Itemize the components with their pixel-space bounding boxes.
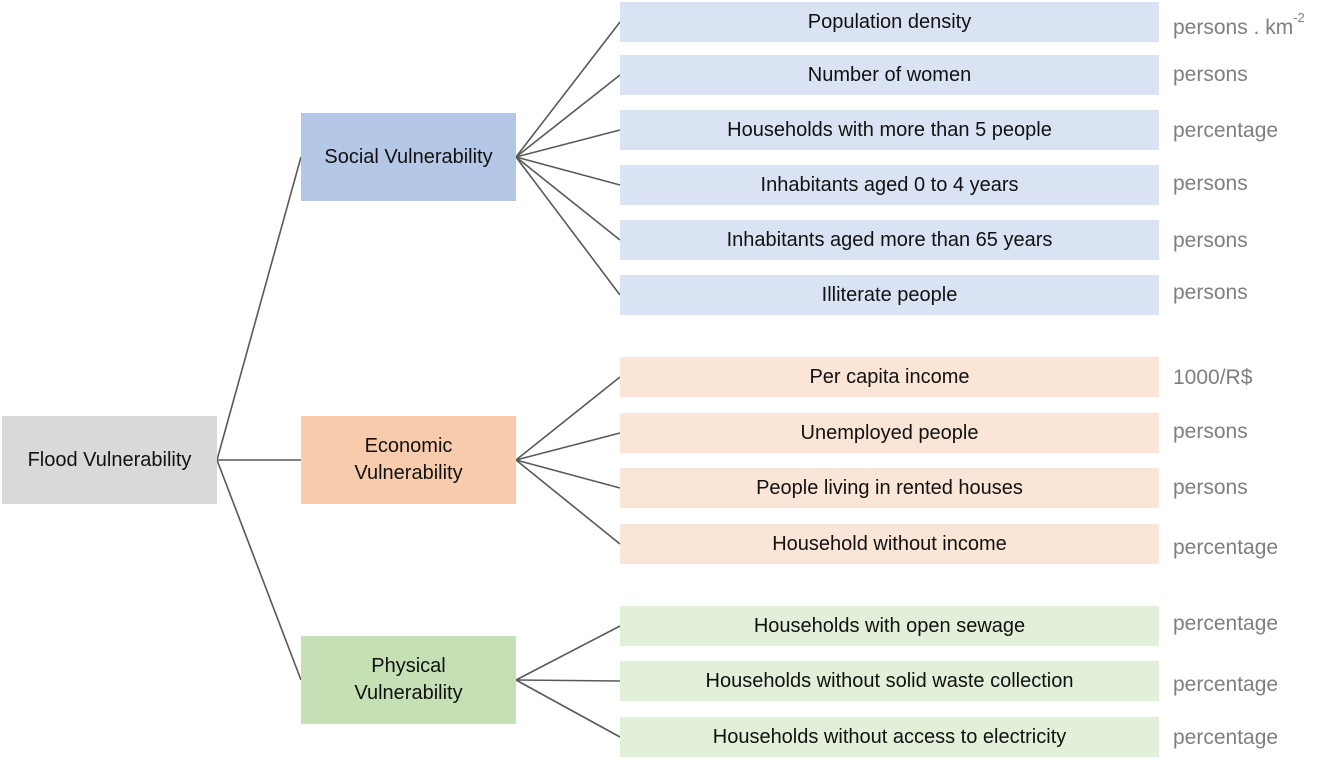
- indicator-per-capita-income: Per capita income: [620, 357, 1159, 397]
- unit-per-capita-income: 1000/R$: [1173, 366, 1253, 389]
- unit-inhabitants-0-to-4: persons: [1173, 172, 1248, 195]
- social-edge-connector: [515, 129, 621, 158]
- indicator-illiterate-people: Illiterate people: [620, 275, 1159, 315]
- indicator-label: Households with open sewage: [753, 614, 1026, 637]
- indicator-label: Households without access to electricity: [712, 725, 1067, 748]
- unit-inhabitants-over-65: persons: [1173, 229, 1248, 252]
- indicator-label: Households without solid waste collectio…: [705, 669, 1074, 692]
- unit-unemployed-people: persons: [1173, 420, 1248, 443]
- category-economic-vulnerability: Economic Vulnerability: [301, 416, 516, 504]
- root-to-social-connector: [216, 156, 302, 461]
- physical-edge-connector: [515, 679, 621, 738]
- root-node-flood-vulnerability: Flood Vulnerability: [2, 416, 217, 504]
- category-label: Social Vulnerability: [324, 145, 493, 168]
- economic-edge-connector: [515, 376, 621, 461]
- economic-edge-connector: [515, 459, 621, 489]
- indicator-label: Households with more than 5 people: [727, 118, 1052, 141]
- indicator-label: Inhabitants aged more than 65 years: [726, 228, 1053, 251]
- indicator-rented-houses: People living in rented houses: [620, 468, 1159, 508]
- indicator-population-density: Population density: [620, 2, 1159, 42]
- indicator-label: Inhabitants aged 0 to 4 years: [760, 173, 1019, 196]
- indicator-no-waste-collection: Households without solid waste collectio…: [620, 661, 1159, 701]
- physical-edge-connector: [515, 679, 621, 682]
- indicator-label: Illiterate people: [821, 283, 958, 306]
- unit-no-electricity: percentage: [1173, 726, 1279, 749]
- social-edge-connector: [515, 74, 621, 158]
- unit-no-waste-collection: percentage: [1173, 673, 1279, 696]
- indicator-open-sewage: Households with open sewage: [620, 606, 1159, 646]
- unit-household-without-income: percentage: [1173, 536, 1279, 559]
- unit-open-sewage: percentage: [1173, 612, 1279, 635]
- physical-edge-connector: [515, 625, 621, 681]
- unit-households-more-than-5: percentage: [1173, 119, 1279, 142]
- unit-illiterate-people: persons: [1173, 281, 1248, 304]
- social-edge-connector: [515, 156, 621, 241]
- indicator-inhabitants-over-65: Inhabitants aged more than 65 years: [620, 220, 1159, 260]
- category-label: Economic Vulnerability: [354, 435, 463, 484]
- indicator-households-more-than-5: Households with more than 5 people: [620, 110, 1159, 150]
- indicator-no-electricity: Households without access to electricity: [620, 717, 1159, 757]
- social-edge-connector: [515, 156, 621, 186]
- unit-rented-houses: persons: [1173, 476, 1248, 499]
- indicator-label: Population density: [807, 10, 972, 33]
- root-label: Flood Vulnerability: [27, 448, 192, 471]
- indicator-inhabitants-0-to-4: Inhabitants aged 0 to 4 years: [620, 165, 1159, 205]
- indicator-label: Per capita income: [809, 365, 970, 388]
- indicator-label: People living in rented houses: [756, 476, 1023, 499]
- indicator-label: Household without income: [772, 532, 1007, 555]
- unit-number-of-women: persons: [1173, 63, 1248, 86]
- unit-population-density: persons . km-2: [1173, 10, 1305, 39]
- indicator-label: Unemployed people: [800, 421, 979, 444]
- category-label: Physical Vulnerability: [354, 655, 463, 704]
- category-social-vulnerability: Social Vulnerability: [301, 113, 516, 201]
- social-edge-connector: [515, 156, 621, 296]
- indicator-number-of-women: Number of women: [620, 55, 1159, 95]
- category-physical-vulnerability: Physical Vulnerability: [301, 636, 516, 724]
- indicator-household-without-income: Household without income: [620, 524, 1159, 564]
- economic-edge-connector: [515, 432, 621, 461]
- economic-edge-connector: [515, 459, 621, 545]
- indicator-label: Number of women: [807, 63, 972, 86]
- root-to-physical-connector: [216, 459, 302, 681]
- social-edge-connector: [515, 21, 621, 158]
- indicator-unemployed-people: Unemployed people: [620, 413, 1159, 453]
